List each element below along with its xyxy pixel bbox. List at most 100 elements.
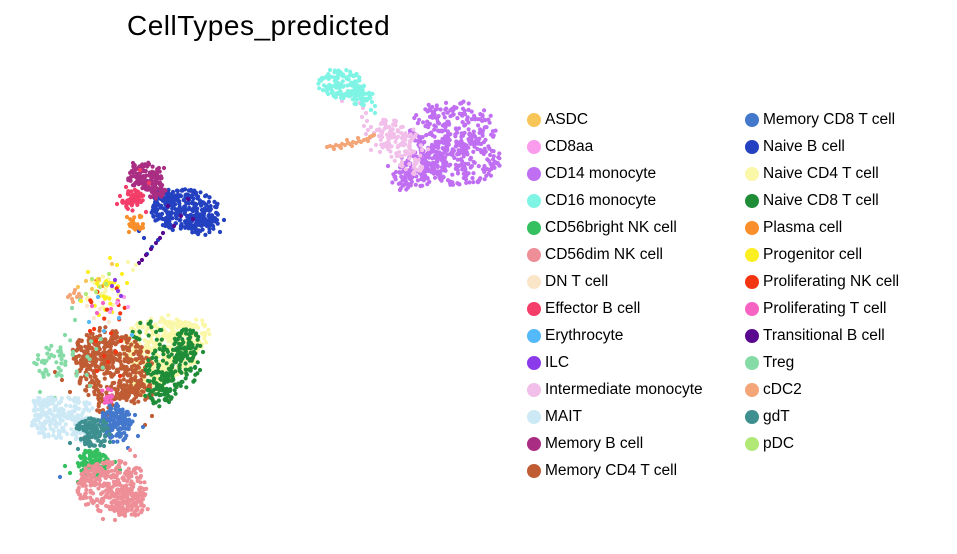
legend-label: Treg	[763, 353, 795, 371]
legend-item: pDC	[745, 430, 957, 457]
legend-swatch-dot	[527, 328, 541, 343]
legend-item: Memory CD8 T cell	[745, 106, 957, 133]
legend-swatch-dot	[527, 220, 541, 235]
legend-label: MAIT	[545, 407, 583, 425]
cluster-erythrocyte	[86, 294, 135, 338]
legend-swatch-dot	[745, 220, 759, 235]
legend-swatch-dot	[527, 274, 541, 289]
legend-swatch-dot	[527, 112, 541, 127]
legend-label: CD56bright NK cell	[545, 218, 677, 236]
legend-label: CD14 monocyte	[545, 164, 657, 182]
cluster-cd14-monocyte	[385, 99, 502, 193]
legend-item: CD8aa	[527, 133, 745, 160]
legend-swatch-dot	[527, 409, 541, 424]
legend-label: Transitional B cell	[763, 326, 885, 344]
cluster-proliferating-nk-cell	[87, 286, 127, 379]
legend-item: Effector B cell	[527, 295, 745, 322]
legend-swatch-dot	[745, 193, 759, 208]
cluster-intermediate-monocyte	[339, 93, 431, 177]
legend-label: Plasma cell	[763, 218, 843, 236]
legend-item: Progenitor cell	[745, 241, 957, 268]
legend-item: MAIT	[527, 403, 745, 430]
cluster-naive-cd8-t-cell	[130, 319, 206, 409]
cluster-treg	[32, 297, 105, 413]
cluster-cd16-monocyte	[316, 67, 378, 116]
legend-item: CD14 monocyte	[527, 160, 745, 187]
legend-swatch-dot	[745, 274, 759, 289]
legend-item: Naive B cell	[745, 133, 957, 160]
legend-item: Treg	[745, 349, 957, 376]
legend-column-1: ASDC CD8aa CD14 monocyte CD16 monocyte CD56b…	[527, 106, 745, 484]
legend-label: CD56dim NK cell	[545, 245, 664, 263]
cluster-cd56dim-nk-cell	[75, 447, 150, 523]
legend-item: Memory CD4 T cell	[527, 457, 745, 484]
legend-swatch-dot	[527, 382, 541, 397]
legend-swatch-dot	[527, 139, 541, 154]
legend-label: Erythrocyte	[545, 326, 624, 344]
legend-item: CD16 monocyte	[527, 187, 745, 214]
legend-swatch-dot	[527, 355, 541, 370]
cluster-ilc	[109, 277, 124, 299]
legend-item: Proliferating NK cell	[745, 268, 957, 295]
legend-item: ASDC	[527, 106, 745, 133]
legend-label: Memory CD4 T cell	[545, 461, 678, 479]
legend-item: Naive CD4 T cell	[745, 160, 957, 187]
legend-label: Naive CD4 T cell	[763, 164, 879, 182]
legend-item: Naive CD8 T cell	[745, 187, 957, 214]
legend-label: Memory CD8 T cell	[763, 110, 896, 128]
legend-item: ILC	[527, 349, 745, 376]
legend-label: Naive B cell	[763, 137, 845, 155]
legend-swatch-dot	[745, 166, 759, 181]
cluster-gdt	[67, 416, 113, 455]
cluster-transitional-b-cell	[136, 196, 196, 266]
legend-swatch-dot	[745, 409, 759, 424]
legend-label: Naive CD8 T cell	[763, 191, 879, 209]
legend-label: ASDC	[545, 110, 589, 128]
legend-swatch-dot	[745, 382, 759, 397]
cluster-dn-t-cell	[84, 303, 112, 325]
legend-item: Memory B cell	[527, 430, 745, 457]
cluster-memory-cd4-t-cell	[52, 325, 155, 428]
legend: ASDC CD8aa CD14 monocyte CD16 monocyte CD56b…	[527, 106, 957, 484]
legend-label: Effector B cell	[545, 299, 641, 317]
legend-item: Erythrocyte	[527, 322, 745, 349]
legend-swatch-dot	[527, 436, 541, 451]
cluster-proliferating-t-cell	[89, 298, 121, 405]
legend-item: Transitional B cell	[745, 322, 957, 349]
legend-swatch-dot	[527, 463, 541, 478]
legend-swatch-dot	[527, 301, 541, 316]
legend-item: cDC2	[745, 376, 957, 403]
legend-swatch-dot	[745, 301, 759, 316]
legend-label: ILC	[545, 353, 570, 371]
legend-label: cDC2	[763, 380, 802, 398]
legend-swatch-dot	[745, 247, 759, 262]
cluster-naive-b-cell	[130, 187, 227, 257]
legend-item: CD56bright NK cell	[527, 214, 745, 241]
legend-swatch-dot	[745, 328, 759, 343]
legend-swatch-dot	[527, 193, 541, 208]
legend-label: CD8aa	[545, 137, 594, 155]
legend-item: Plasma cell	[745, 214, 957, 241]
cluster-effector-b-cell	[114, 167, 152, 215]
legend-label: pDC	[763, 434, 795, 452]
cluster-cdc2	[65, 132, 377, 305]
legend-label: Intermediate monocyte	[545, 380, 703, 398]
legend-item: Proliferating T cell	[745, 295, 957, 322]
legend-label: CD16 monocyte	[545, 191, 657, 209]
cluster-asdc	[75, 261, 115, 292]
legend-swatch-dot	[745, 355, 759, 370]
legend-item: DN T cell	[527, 268, 745, 295]
legend-label: DN T cell	[545, 272, 609, 290]
legend-column-2: Memory CD8 T cell Naive B cell Naive CD4 T…	[745, 106, 957, 484]
cluster-memory-cd8-t-cell	[57, 401, 146, 480]
cluster-pdc	[83, 271, 112, 297]
legend-item: Intermediate monocyte	[527, 376, 745, 403]
legend-item: gdT	[745, 403, 957, 430]
legend-swatch-dot	[527, 247, 541, 262]
legend-swatch-dot	[745, 436, 759, 451]
legend-swatch-dot	[745, 139, 759, 154]
legend-label: Progenitor cell	[763, 245, 863, 263]
legend-label: Proliferating T cell	[763, 299, 887, 317]
legend-item: CD56dim NK cell	[527, 241, 745, 268]
